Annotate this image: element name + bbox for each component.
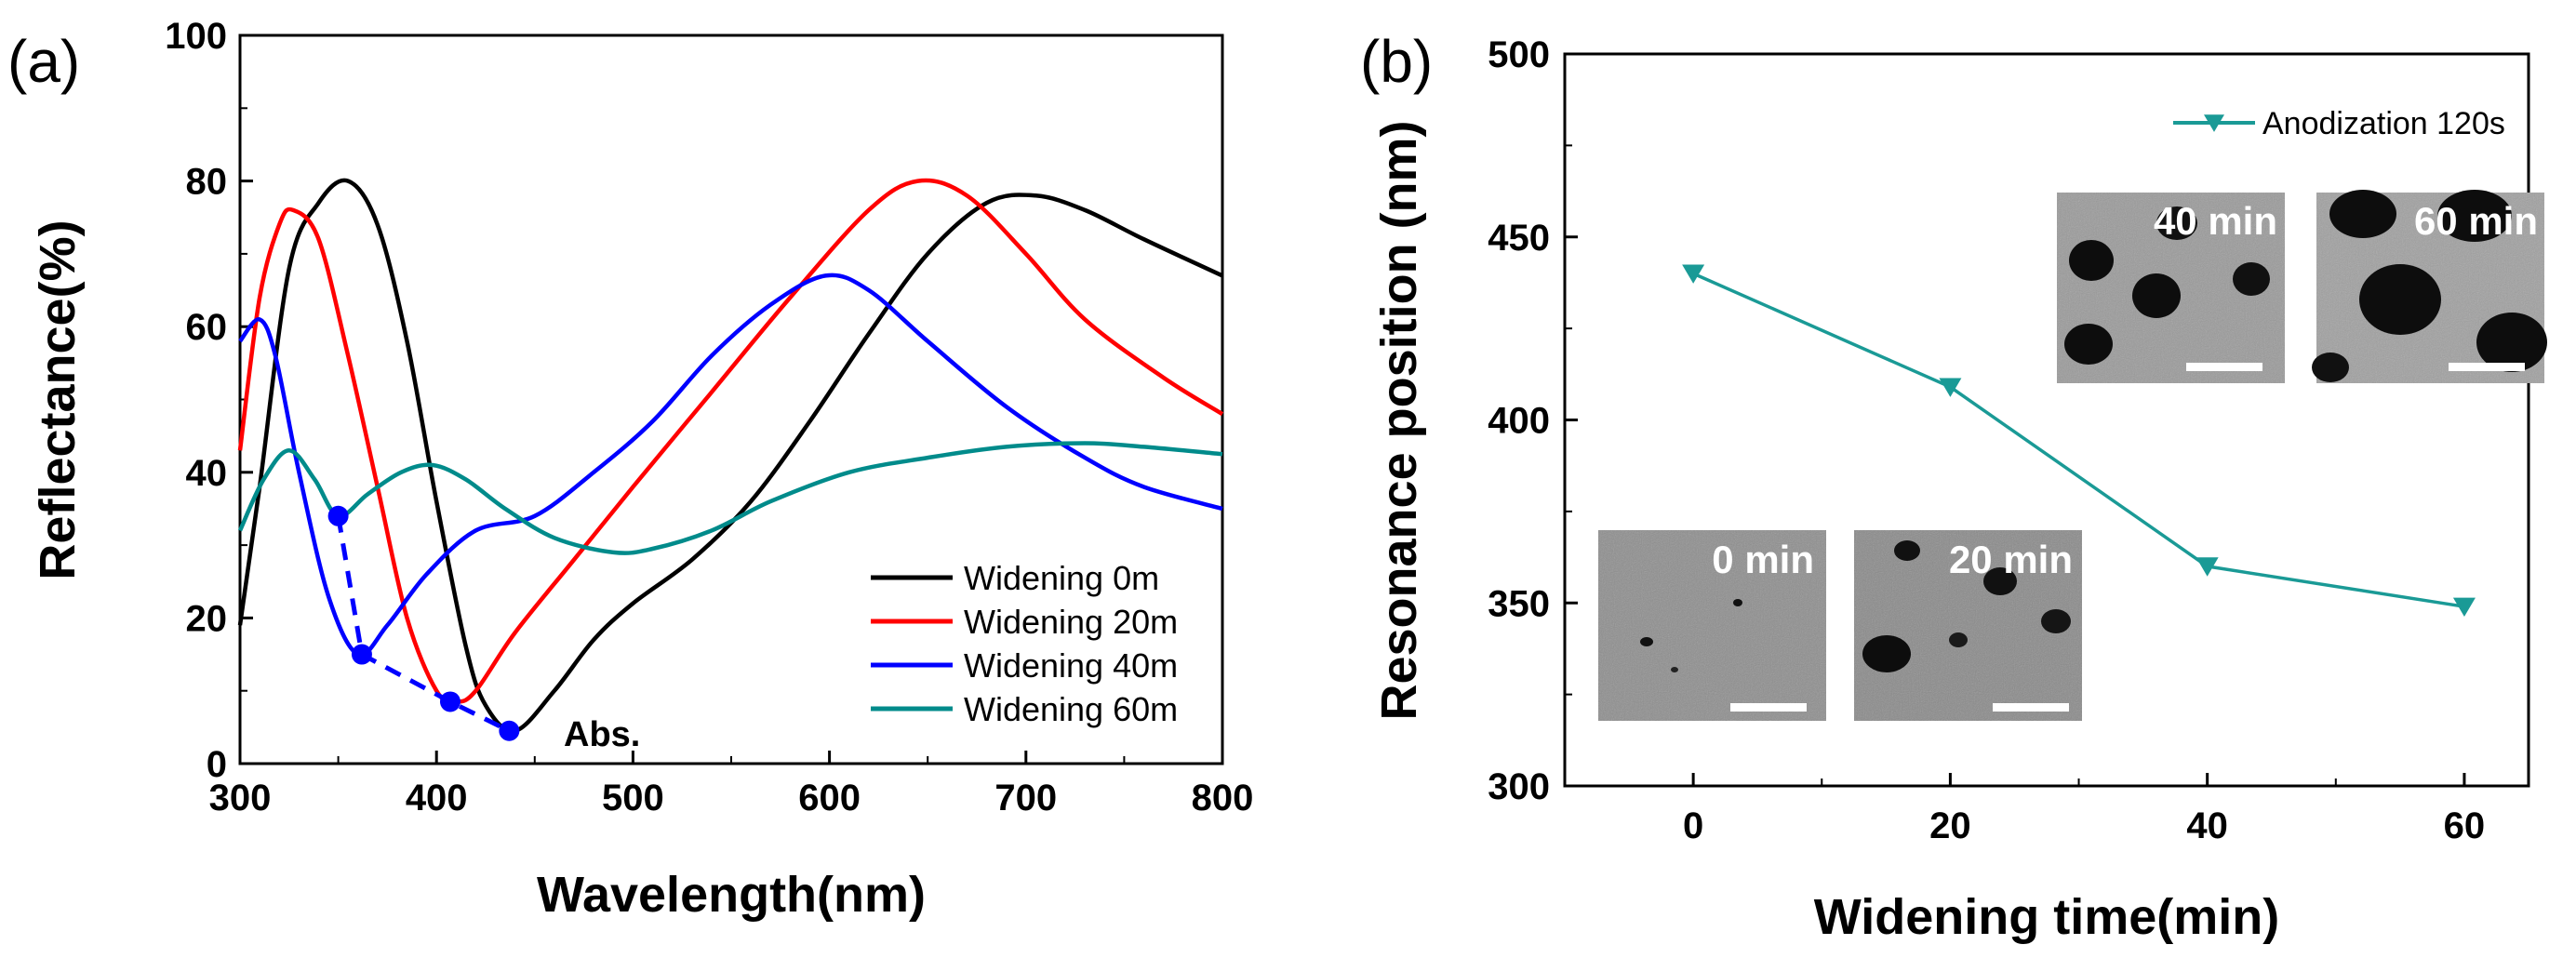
series-line-widening-20m <box>237 178 1224 704</box>
x-tick-label-700: 700 <box>994 778 1057 818</box>
absorption-marker-407 <box>439 691 460 712</box>
plot-a-xlabel: Wavelength(nm) <box>537 867 926 923</box>
y-tick-label-20: 20 <box>186 598 228 639</box>
absorption-marker-350 <box>327 505 349 526</box>
series-point-0 <box>1682 264 1705 284</box>
legend-label-anodization-120s: Anodization 120s <box>2262 106 2505 141</box>
sem-inset-40-min: 40 min <box>2057 193 2285 383</box>
x-tick-label-300: 300 <box>209 778 272 818</box>
plot-b-ticks <box>1565 52 2466 788</box>
series-line-widening-60m <box>237 441 1223 555</box>
series-line-anodization-120s <box>1692 272 2465 608</box>
y-tick-label-0: 0 <box>207 744 227 785</box>
sem-label-0-min: 0 min <box>1712 538 1814 581</box>
plot-a-legend: Widening 0m Widening 20m Widening 40m Widen… <box>871 559 1178 728</box>
absorption-marker-437 <box>499 720 520 741</box>
series-point-20 <box>1939 378 1962 397</box>
plot-a-series <box>237 178 1224 734</box>
legend-label-widening-40m: Widening 40m <box>964 646 1178 685</box>
x-tick-label-0: 0 <box>1683 805 1703 846</box>
plot-b-ylabel: Resonance position (nm) <box>1371 120 1427 720</box>
series-line-widening-40m <box>238 273 1223 658</box>
sem-label-40-min: 40 min <box>2154 199 2277 243</box>
y-tick-label-60: 60 <box>186 307 228 348</box>
x-tick-label-60: 60 <box>2444 805 2486 846</box>
sem-inset-60-min: 60 min <box>2312 190 2547 383</box>
x-tick-label-500: 500 <box>602 778 664 818</box>
sem-label-20-min: 20 min <box>1949 538 2073 581</box>
plot-a-tick-labels: 300 400 500 600 700 800 0 20 40 60 80 100 <box>165 16 1253 818</box>
y-tick-label-100: 100 <box>165 16 227 57</box>
y-tick-label-40: 40 <box>186 453 228 494</box>
plot-b-tick-labels: 0 20 40 60 300 350 400 450 500 <box>1488 34 2485 846</box>
y-tick-label-400: 400 <box>1488 401 1550 442</box>
legend-label-widening-20m: Widening 20m <box>964 603 1178 641</box>
series-point-40 <box>2196 557 2219 577</box>
y-tick-label-500: 500 <box>1488 34 1550 75</box>
sem-inset-20-min: 20 min <box>1854 530 2082 721</box>
plot-b-legend: Anodization 120s <box>2173 106 2505 141</box>
legend-label-widening-0m: Widening 0m <box>964 559 1159 597</box>
sem-inset-0-min: 0 min <box>1598 530 1826 721</box>
plot-b-xlabel: Widening time(min) <box>1814 889 2279 945</box>
x-tick-label-20: 20 <box>1929 805 1971 846</box>
y-tick-label-450: 450 <box>1488 218 1550 259</box>
panel-b-label: (b) <box>1360 28 1433 95</box>
y-tick-label-350: 350 <box>1488 583 1550 624</box>
plot-a-ylabel: Reflectance(%) <box>30 220 86 579</box>
legend-label-widening-60m: Widening 60m <box>964 690 1178 728</box>
y-tick-label-80: 80 <box>186 162 228 203</box>
panel-a-label: (a) <box>7 28 80 95</box>
absorption-marker-362 <box>351 644 372 665</box>
absorption-dashed-line <box>336 515 511 734</box>
x-tick-label-400: 400 <box>406 778 468 818</box>
x-tick-label-40: 40 <box>2186 805 2228 846</box>
panel-a: (a) 300 400 500 600 700 800 0 20 40 60 80 100 Wavel… <box>7 16 1253 923</box>
x-tick-label-800: 800 <box>1192 778 1254 818</box>
abs-annotation: Abs. <box>564 715 640 754</box>
plot-a-ticks <box>238 33 1224 765</box>
panel-b: (b) 0 20 40 60 300 350 400 450 500 0 min 20 min <box>1360 28 2547 945</box>
legend-marker-anodization-120s <box>2204 114 2224 132</box>
series-line-widening-0m <box>237 178 1223 734</box>
series-point-60 <box>2452 597 2476 617</box>
plot-b-series <box>1682 264 2476 617</box>
y-tick-label-300: 300 <box>1488 766 1550 807</box>
sem-label-60-min: 60 min <box>2414 199 2538 243</box>
plot-a-absorption-markers <box>327 505 520 741</box>
x-tick-label-600: 600 <box>798 778 861 818</box>
